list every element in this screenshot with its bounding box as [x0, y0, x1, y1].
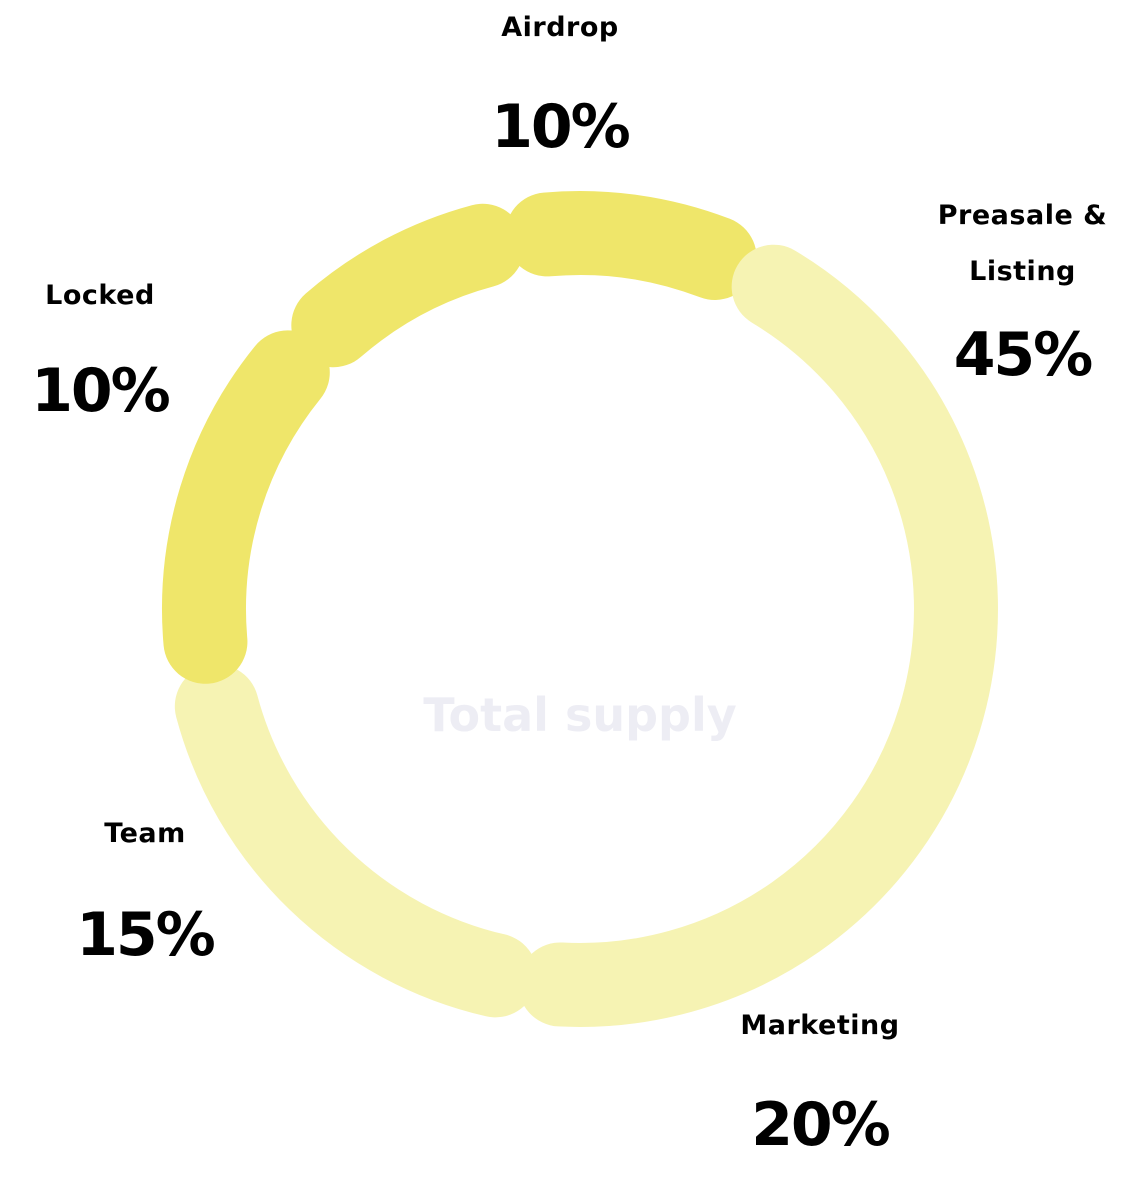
donut-slice-locked	[291, 203, 525, 368]
donut-slice-marketing	[174, 664, 538, 1018]
slice-pct-locked: 10%	[31, 356, 171, 426]
slice-name-team: Team	[104, 818, 186, 849]
label-locked: Locked 10%	[0, 268, 200, 426]
label-airdrop: Airdrop 10%	[460, 0, 660, 162]
center-label: Total supply	[423, 688, 737, 742]
label-marketing: Marketing 20%	[720, 998, 920, 1160]
slice-name-presale-listing: Preasale & Listing	[937, 200, 1108, 287]
donut-slice-team	[162, 330, 330, 684]
slice-name-marketing: Marketing	[740, 1010, 900, 1041]
slice-pct-presale-listing: 45%	[953, 320, 1094, 390]
label-team: Team 15%	[45, 806, 245, 970]
label-presale-listing: Preasale & Listing 45%	[930, 188, 1115, 390]
slice-name-locked: Locked	[45, 280, 155, 311]
slice-pct-team: 15%	[76, 900, 216, 970]
slice-pct-marketing: 20%	[751, 1090, 891, 1160]
donut-slice-preasale-listing	[518, 244, 998, 1027]
slice-name-airdrop: Airdrop	[501, 12, 619, 43]
slice-pct-airdrop: 10%	[491, 92, 631, 162]
donut-slice-airdrop	[505, 191, 757, 300]
